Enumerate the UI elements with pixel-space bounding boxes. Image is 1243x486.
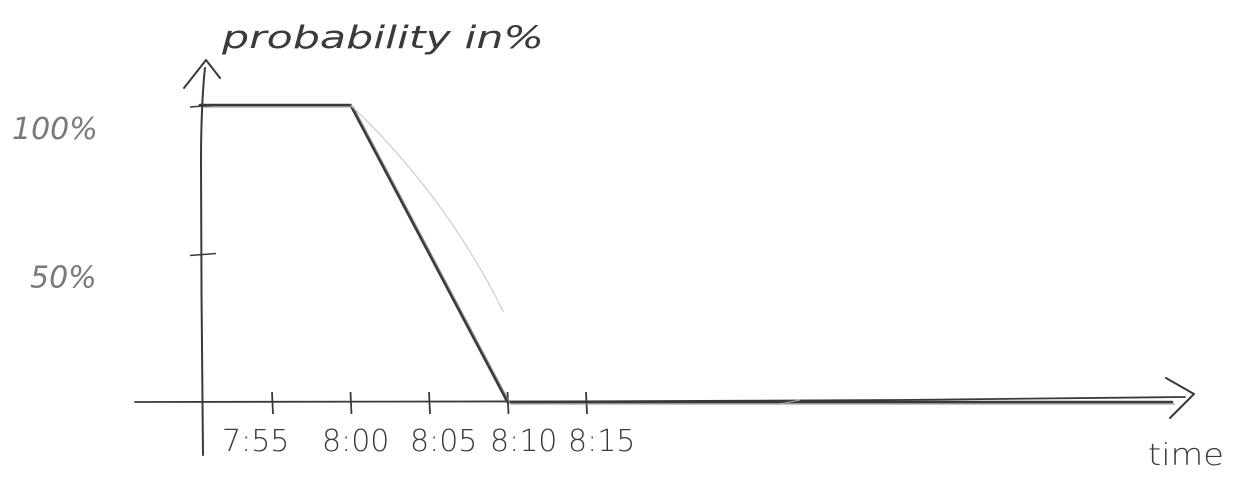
x-tick-label: 8:00 <box>322 424 389 459</box>
stray-marks <box>779 399 801 405</box>
y-tick-label: 100% <box>12 112 98 147</box>
x-tick-label: 8:10 <box>490 424 557 459</box>
y-axis-line <box>200 67 206 456</box>
x-axis-label: time <box>1148 438 1224 473</box>
y-axis-label: probability in% <box>221 20 544 56</box>
axes <box>134 59 1195 456</box>
x-tick-labels: 7:55 8:00 8:05 8:10 8:15 <box>222 424 635 459</box>
x-tick-label: 8:15 <box>568 424 635 459</box>
series-line-sketch-stroke <box>203 106 1175 405</box>
stray-mark <box>779 399 801 405</box>
y-tick-label: 50% <box>30 261 97 296</box>
faint-curve <box>350 104 504 313</box>
x-tick-label: 8:05 <box>410 424 477 459</box>
tick-marks <box>189 104 588 415</box>
y-axis-arrow-icon <box>183 59 221 89</box>
x-axis-arrow-icon <box>1165 377 1195 419</box>
x-axis-line <box>134 396 1186 404</box>
series-lines <box>198 103 1175 405</box>
x-tick-mark <box>349 391 353 415</box>
x-tick-mark <box>271 391 274 415</box>
x-tick-mark <box>428 391 431 415</box>
x-tick-label: 7:55 <box>222 424 289 459</box>
y-tick-labels: 100% 50% <box>12 112 98 296</box>
series-line <box>198 103 1174 404</box>
y-tick-mark <box>189 252 217 257</box>
